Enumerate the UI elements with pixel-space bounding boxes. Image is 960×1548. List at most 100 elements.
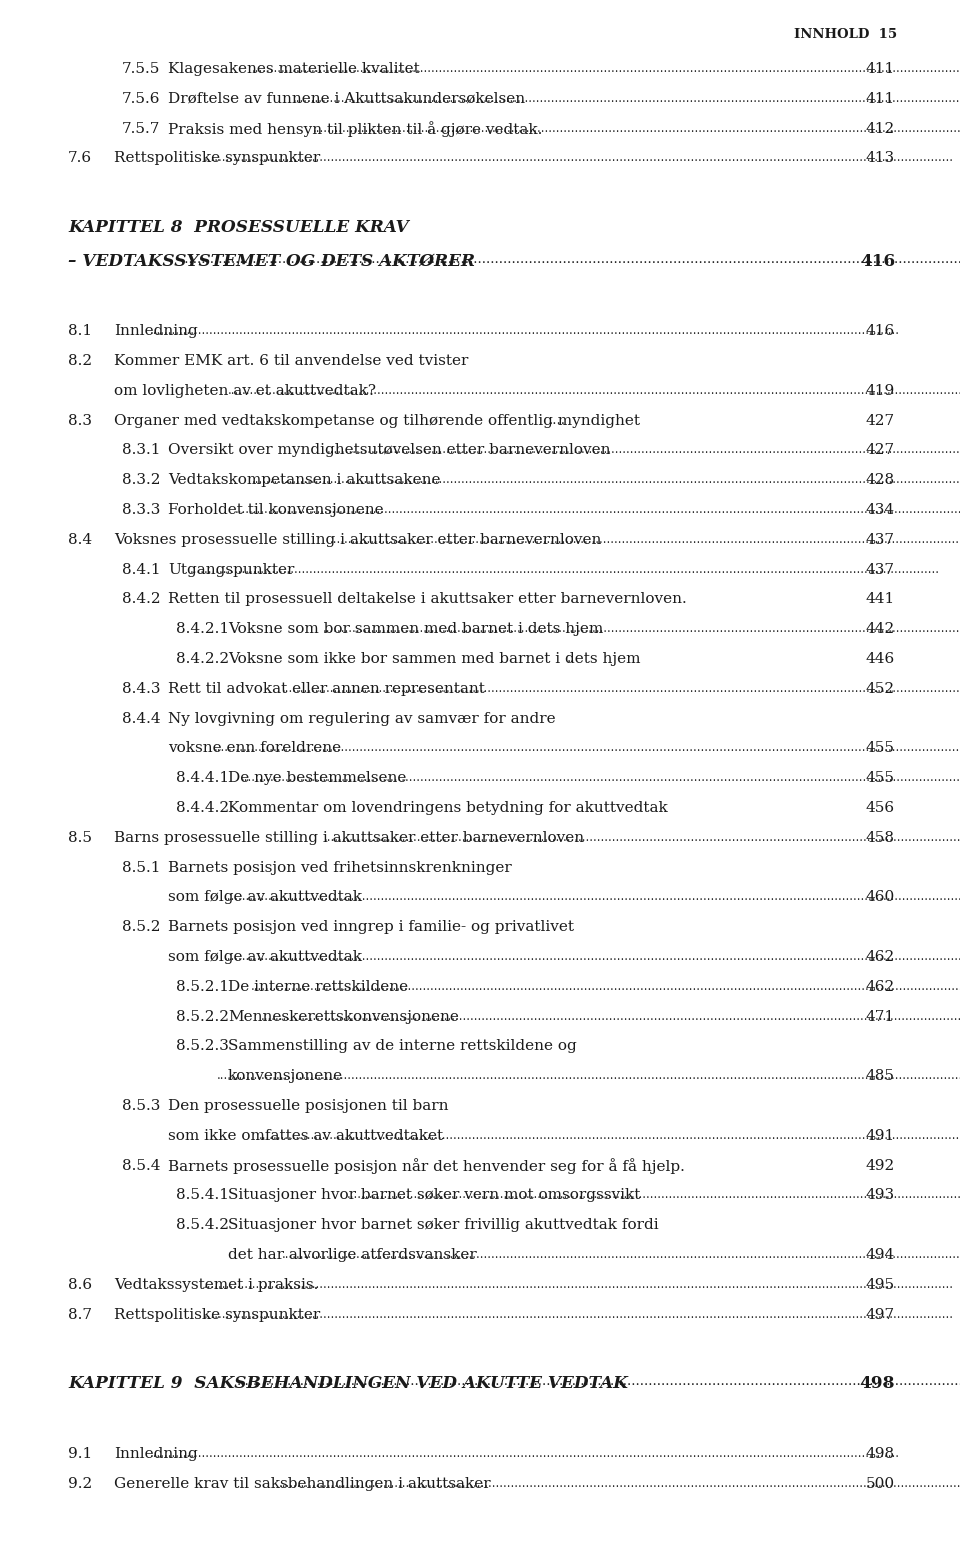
Text: ................................................................................: ........................................… [281,1248,960,1262]
Text: 7.5.6: 7.5.6 [122,91,160,105]
Text: ................................................................................: ........................................… [225,890,960,904]
Text: voksne enn foreldrene: voksne enn foreldrene [168,741,341,755]
Text: Menneskerettskonvensjonene: Menneskerettskonvensjonene [228,1009,459,1023]
Text: 8.4.1: 8.4.1 [122,562,160,576]
Text: ................................................................................: ........................................… [324,831,960,844]
Text: 8.4.2.1: 8.4.2.1 [176,622,229,636]
Text: ................................................................................: ........................................… [347,1189,960,1201]
Text: ................................................................................: ........................................… [326,443,960,457]
Text: 471: 471 [866,1009,895,1023]
Text: ................................................................................: ........................................… [258,1128,960,1142]
Text: 437: 437 [866,562,895,576]
Text: INNHOLD  15: INNHOLD 15 [794,28,897,40]
Text: 8.5: 8.5 [68,831,92,845]
Text: 462: 462 [866,980,895,994]
Text: ................................................................................: ........................................… [204,1277,954,1291]
Text: ................................................................................: ........................................… [251,980,960,992]
Text: 427: 427 [866,413,895,427]
Text: Situasjoner hvor barnet søker vern mot omsorgssvikt: Situasjoner hvor barnet søker vern mot o… [228,1189,640,1203]
Text: Kommer EMK art. 6 til anvendelse ved tvister: Kommer EMK art. 6 til anvendelse ved tvi… [114,354,468,368]
Text: Voksne som ikke bor sammen med barnet i dets hjem: Voksne som ikke bor sammen med barnet i … [228,652,640,666]
Text: 9.2: 9.2 [68,1477,92,1491]
Text: 413: 413 [866,152,895,166]
Text: 498: 498 [866,1447,895,1461]
Text: Barns prosessuelle stilling i akuttsaker etter barnevernloven: Barns prosessuelle stilling i akuttsaker… [114,831,584,845]
Text: ................................................................................: ........................................… [279,1477,960,1489]
Text: ................................................................................: ........................................… [150,1447,900,1460]
Text: 412: 412 [866,122,895,136]
Text: Organer med vedtakskompetanse og tilhørende offentlig myndighet: Organer med vedtakskompetanse og tilhøre… [114,413,640,427]
Text: Forholdet til konvensjonene: Forholdet til konvensjonene [168,503,384,517]
Text: 8.4.4.1: 8.4.4.1 [176,771,229,785]
Text: 428: 428 [866,474,895,488]
Text: 8.5.2: 8.5.2 [122,920,160,933]
Text: 452: 452 [866,681,895,695]
Text: 494: 494 [866,1248,895,1262]
Text: 8.3.1: 8.3.1 [122,443,160,457]
Text: 9.1: 9.1 [68,1447,92,1461]
Text: 458: 458 [866,831,895,845]
Text: 493: 493 [866,1189,895,1203]
Text: 8.5.1: 8.5.1 [122,861,160,875]
Text: ................................................................................: ........................................… [204,152,954,164]
Text: ................................................................................: ........................................… [204,1308,954,1320]
Text: 434: 434 [866,503,895,517]
Text: De interne rettskildene: De interne rettskildene [228,980,408,994]
Text: 8.3.3: 8.3.3 [122,503,160,517]
Text: 411: 411 [866,62,895,76]
Text: Oversikt over myndighetsutøvelsen etter barnevernloven: Oversikt over myndighetsutøvelsen etter … [168,443,611,457]
Text: 497: 497 [866,1308,895,1322]
Text: Vedtakssystemet i praksis.: Vedtakssystemet i praksis. [114,1277,319,1291]
Text: 8.2: 8.2 [68,354,92,368]
Text: Innledning: Innledning [114,324,198,337]
Text: ................................................................................: ........................................… [217,1070,960,1082]
Text: 495: 495 [866,1277,895,1291]
Text: det har alvorlige atferdsvansker: det har alvorlige atferdsvansker [228,1248,477,1262]
Text: Ny lovgivning om regulering av samvær for andre: Ny lovgivning om regulering av samvær fo… [168,712,556,726]
Text: 8.3: 8.3 [68,413,92,427]
Text: 8.5.4: 8.5.4 [122,1158,160,1172]
Text: ................................................................................: ........................................… [293,91,960,105]
Text: 411: 411 [866,91,895,105]
Text: 8.3.2: 8.3.2 [122,474,160,488]
Text: ....: .... [549,413,565,427]
Text: konvensjonene: konvensjonene [228,1070,343,1084]
Text: 485: 485 [866,1070,895,1084]
Text: 8.5.4.1: 8.5.4.1 [176,1189,229,1203]
Text: ................................................................................: ........................................… [214,741,960,754]
Text: ................................................................................: ........................................… [236,1376,960,1389]
Text: 8.4.3: 8.4.3 [122,681,160,695]
Text: ................................................................................: ........................................… [313,122,960,135]
Text: om lovligheten av et akuttvedtak?: om lovligheten av et akuttvedtak? [114,384,376,398]
Text: som følge av akuttvedtak: som følge av akuttvedtak [168,890,362,904]
Text: Rett til advokat eller annen representant: Rett til advokat eller annen representan… [168,681,485,695]
Text: 8.4.4.2: 8.4.4.2 [176,800,229,814]
Text: ................................................................................: ........................................… [241,771,960,785]
Text: 8.4.4: 8.4.4 [122,712,160,726]
Text: Den prosessuelle posisjonen til barn: Den prosessuelle posisjonen til barn [168,1099,448,1113]
Text: 462: 462 [866,950,895,964]
Text: ................................................................................: ........................................… [323,622,960,635]
Text: 442: 442 [866,622,895,636]
Text: Rettspolitiske synspunkter: Rettspolitiske synspunkter [114,152,321,166]
Text: 8.5.2.1: 8.5.2.1 [176,980,229,994]
Text: 7.6: 7.6 [68,152,92,166]
Text: 8.4.2.2: 8.4.2.2 [176,652,229,666]
Text: Vedtakskompetansen i akuttsakene: Vedtakskompetansen i akuttsakene [168,474,441,488]
Text: 441: 441 [866,593,895,607]
Text: Sammenstilling av de interne rettskildene og: Sammenstilling av de interne rettskilden… [228,1039,577,1053]
Text: 8.6: 8.6 [68,1277,92,1291]
Text: 7.5.7: 7.5.7 [122,122,160,136]
Text: ................................................................................: ........................................… [225,950,960,963]
Text: Voksnes prosessuelle stilling i akuttsaker etter barnevernloven: Voksnes prosessuelle stilling i akuttsak… [114,533,601,546]
Text: KAPITTEL 9  SAKSBEHANDLINGEN VED AKUTTE VEDTAK: KAPITTEL 9 SAKSBEHANDLINGEN VED AKUTTE V… [68,1376,628,1392]
Text: ..: .. [567,652,576,666]
Text: Generelle krav til saksbehandlingen i akuttsaker: Generelle krav til saksbehandlingen i ak… [114,1477,491,1491]
Text: 8.4.2: 8.4.2 [122,593,160,607]
Text: Barnets posisjon ved inngrep i familie- og privatlivet: Barnets posisjon ved inngrep i familie- … [168,920,574,933]
Text: 416: 416 [860,252,895,269]
Text: Voksne som bor sammen med barnet i dets hjem: Voksne som bor sammen med barnet i dets … [228,622,603,636]
Text: som følge av akuttvedtak: som følge av akuttvedtak [168,950,362,964]
Text: 427: 427 [866,443,895,457]
Text: 8.5.4.2: 8.5.4.2 [176,1218,229,1232]
